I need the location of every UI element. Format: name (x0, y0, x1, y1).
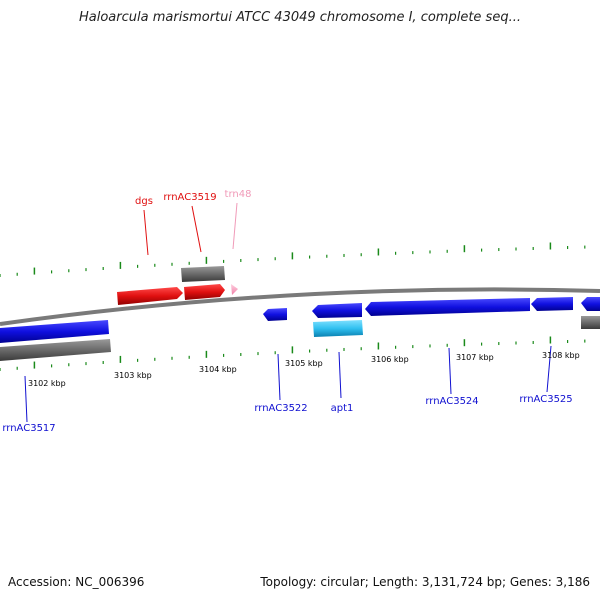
scale-label-3104: 3104 kbp (199, 365, 237, 374)
gene-trn48-arrow[interactable] (231, 284, 238, 295)
gene-rrnAC3519-arrow[interactable] (184, 284, 225, 300)
gene-grey-right[interactable] (581, 316, 600, 329)
leader-apt1 (338, 351, 342, 399)
scale-label-3102: 3102 kbp (28, 379, 66, 388)
gene-rrnAC3524-arrow[interactable] (365, 298, 530, 316)
leader-rrnAC3524 (448, 347, 452, 395)
map-title: Haloarcula marismortui ATCC 43049 chromo… (79, 10, 521, 25)
label-apt1[interactable]: apt1 (331, 403, 354, 414)
leader-rrnAC3517 (24, 375, 28, 423)
label-rrnAC3517[interactable]: rrnAC3517 (2, 423, 55, 434)
gene-apt1-arrow[interactable] (312, 303, 362, 318)
label-trn48[interactable]: trn48 (225, 189, 252, 200)
scale-label-3105: 3105 kbp (285, 359, 323, 368)
gene-grey-left[interactable] (0, 339, 111, 361)
label-rrnAC3519[interactable]: rrnAC3519 (163, 192, 216, 203)
gene-rrnAC3522-arrow[interactable] (263, 308, 287, 321)
leader-dgs (143, 209, 149, 256)
label-rrnAC3522[interactable]: rrnAC3522 (254, 403, 307, 414)
gene-right-edge-arrow[interactable] (581, 297, 600, 311)
label-dgs[interactable]: dgs (135, 196, 153, 207)
scale-label-3107: 3107 kbp (456, 353, 494, 362)
gene-rrnAC3525-arrow[interactable] (531, 297, 573, 311)
tick-marks-bottom (0, 336, 586, 371)
gene-rrnAC3517-arrow[interactable] (0, 320, 109, 343)
topology-text: Topology: circular; Length: 3,131,724 bp… (260, 575, 590, 589)
leader-rrnAC3522 (277, 353, 281, 401)
gene-grey-top[interactable] (181, 266, 225, 282)
label-rrnAC3525[interactable]: rrnAC3525 (519, 394, 572, 405)
gene-dgs-arrow[interactable] (117, 287, 183, 305)
chromosome-backbone (0, 287, 600, 326)
label-rrnAC3524[interactable]: rrnAC3524 (425, 396, 478, 407)
leader-rrnAC3519 (191, 205, 202, 253)
scale-label-3108: 3108 kbp (542, 351, 580, 360)
scale-label-3106: 3106 kbp (371, 355, 409, 364)
leader-trn48 (232, 202, 238, 250)
accession-text: Accession: NC_006396 (8, 575, 145, 589)
leader-rrnAC3525 (546, 345, 552, 393)
scale-label-3103: 3103 kbp (114, 371, 152, 380)
tick-marks-top (0, 242, 586, 277)
gene-apt1-cyan[interactable] (313, 320, 363, 337)
